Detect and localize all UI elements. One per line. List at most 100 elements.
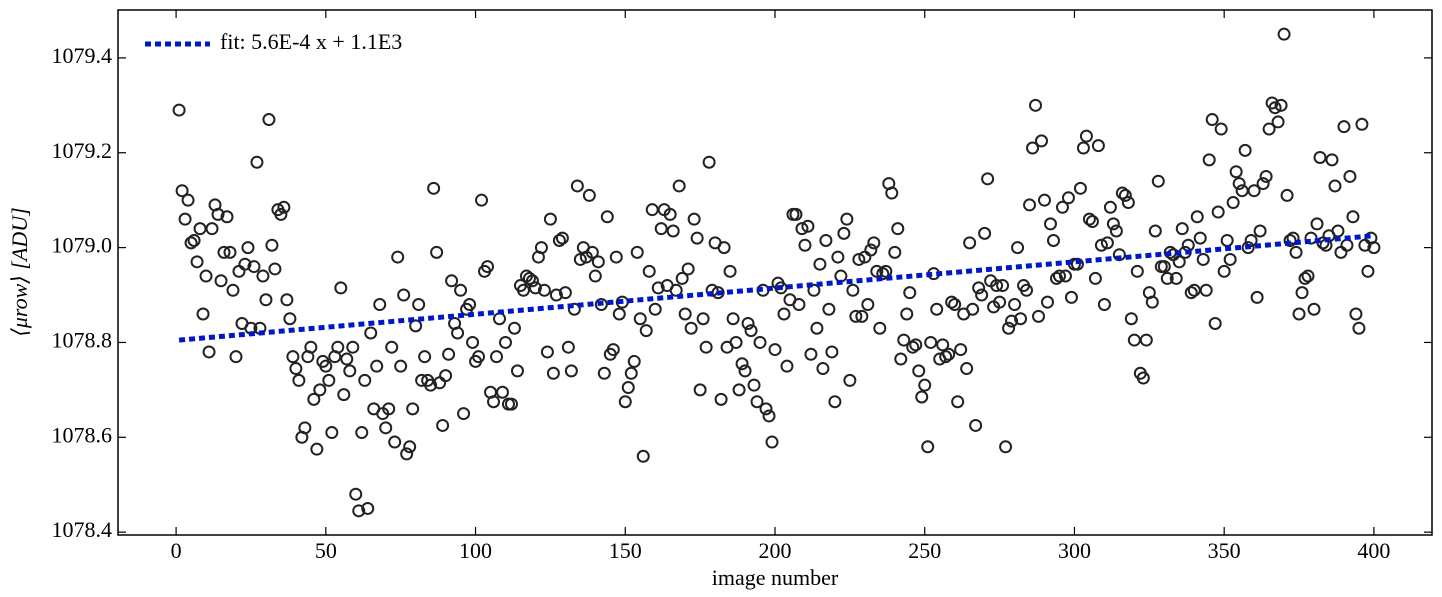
x-tick-label: 300 (1058, 538, 1091, 563)
scatter-point (1002, 321, 1016, 335)
scatter-point (211, 207, 225, 221)
scatter-point (726, 312, 740, 326)
scatter-point (454, 283, 468, 297)
scatter-point (1070, 257, 1084, 271)
scatter-point (1139, 333, 1153, 347)
scatter-point (810, 321, 824, 335)
scatter-point (672, 179, 686, 193)
scatter-point (445, 274, 459, 288)
scatter-point (1136, 371, 1150, 385)
scatter-point (424, 378, 438, 392)
scatter-point (1253, 224, 1267, 238)
scatter-point (663, 207, 677, 221)
scatter-point (930, 302, 944, 316)
scatter-point (307, 392, 321, 406)
scatter-point (322, 373, 336, 387)
y-tick-label: 1078.6 (52, 422, 113, 447)
scatter-point (693, 383, 707, 397)
scatter-point (852, 252, 866, 266)
scatter-point (1011, 241, 1025, 255)
scatter-point (801, 219, 815, 233)
scatter-point (948, 298, 962, 312)
scatter-point (1055, 200, 1069, 214)
scatter-point (1268, 101, 1282, 115)
scatter-point (1079, 129, 1093, 143)
scatter-point (777, 307, 791, 321)
x-tick-label: 150 (609, 538, 642, 563)
scatter-point (543, 212, 557, 226)
scatter-point (1301, 269, 1315, 283)
scatter-point (1032, 309, 1046, 323)
x-axis-label: image number (712, 565, 839, 590)
scatter-point (1169, 271, 1183, 285)
scatter-point (642, 264, 656, 278)
scatter-point (1298, 271, 1312, 285)
scatter-point (939, 350, 953, 364)
scatter-point (690, 231, 704, 245)
scatter-point (549, 288, 563, 302)
scatter-point (618, 395, 632, 409)
scatter-point (247, 260, 261, 274)
scatter-point (352, 504, 366, 518)
y-tick-label: 1079.4 (52, 43, 113, 68)
scatter-point (1172, 255, 1186, 269)
scatter-point (846, 283, 860, 297)
scatter-point (358, 373, 372, 387)
scatter-point (286, 350, 300, 364)
scatter-point (498, 335, 512, 349)
scatter-point (262, 113, 276, 127)
scatter-point (1208, 316, 1222, 330)
scatter-point (924, 335, 938, 349)
scatter-point (1043, 217, 1057, 231)
scatter-point (196, 307, 210, 321)
scatter-point (909, 338, 923, 352)
scatter-point (741, 316, 755, 330)
scatter-point (588, 269, 602, 283)
scatter-point (936, 338, 950, 352)
scatter-point (921, 440, 935, 454)
legend-label: fit: 5.6E-4 x + 1.1E3 (220, 29, 402, 54)
scatter-point (963, 236, 977, 250)
scatter-point (463, 298, 477, 312)
scatter-point (193, 222, 207, 236)
scatter-point (283, 312, 297, 326)
x-tick-label: 0 (171, 538, 182, 563)
y-axis-label: ⟨μrow⟩ [ADU] (7, 207, 32, 336)
scatter-point (325, 426, 339, 440)
scatter-point (364, 326, 378, 340)
scatter-point (184, 236, 198, 250)
scatter-point (753, 335, 767, 349)
scatter-point (1220, 233, 1234, 247)
scatter-point (1121, 196, 1135, 210)
scatter-point (430, 245, 444, 259)
scatter-point (645, 203, 659, 217)
scatter-point (1100, 236, 1114, 250)
scatter-point (609, 250, 623, 264)
scatter-point (894, 352, 908, 366)
scatter-point (229, 350, 243, 364)
scatter-point (370, 359, 384, 373)
scatter-point (1247, 184, 1261, 198)
scatter-point (627, 354, 641, 368)
scatter-point (813, 257, 827, 271)
scatter-point (789, 207, 803, 221)
scatter-point (867, 236, 881, 250)
scatter-point (349, 487, 363, 501)
scatter-point (1217, 264, 1231, 278)
scatter-point (831, 250, 845, 264)
scatter-point (969, 418, 983, 432)
scatter-point (525, 274, 539, 288)
scatter-point (289, 362, 303, 376)
scatter-point (310, 442, 324, 456)
scatter-point (1229, 165, 1243, 179)
scatter-point (573, 252, 587, 266)
scatter-point (418, 350, 432, 364)
scatter-point (1127, 333, 1141, 347)
scatter-point (768, 343, 782, 357)
scatter-point (843, 373, 857, 387)
scatter-point (250, 155, 264, 169)
scatter-point (1328, 179, 1342, 193)
scatter-point (822, 302, 836, 316)
scatter-point (205, 222, 219, 236)
scatter-point (864, 243, 878, 257)
